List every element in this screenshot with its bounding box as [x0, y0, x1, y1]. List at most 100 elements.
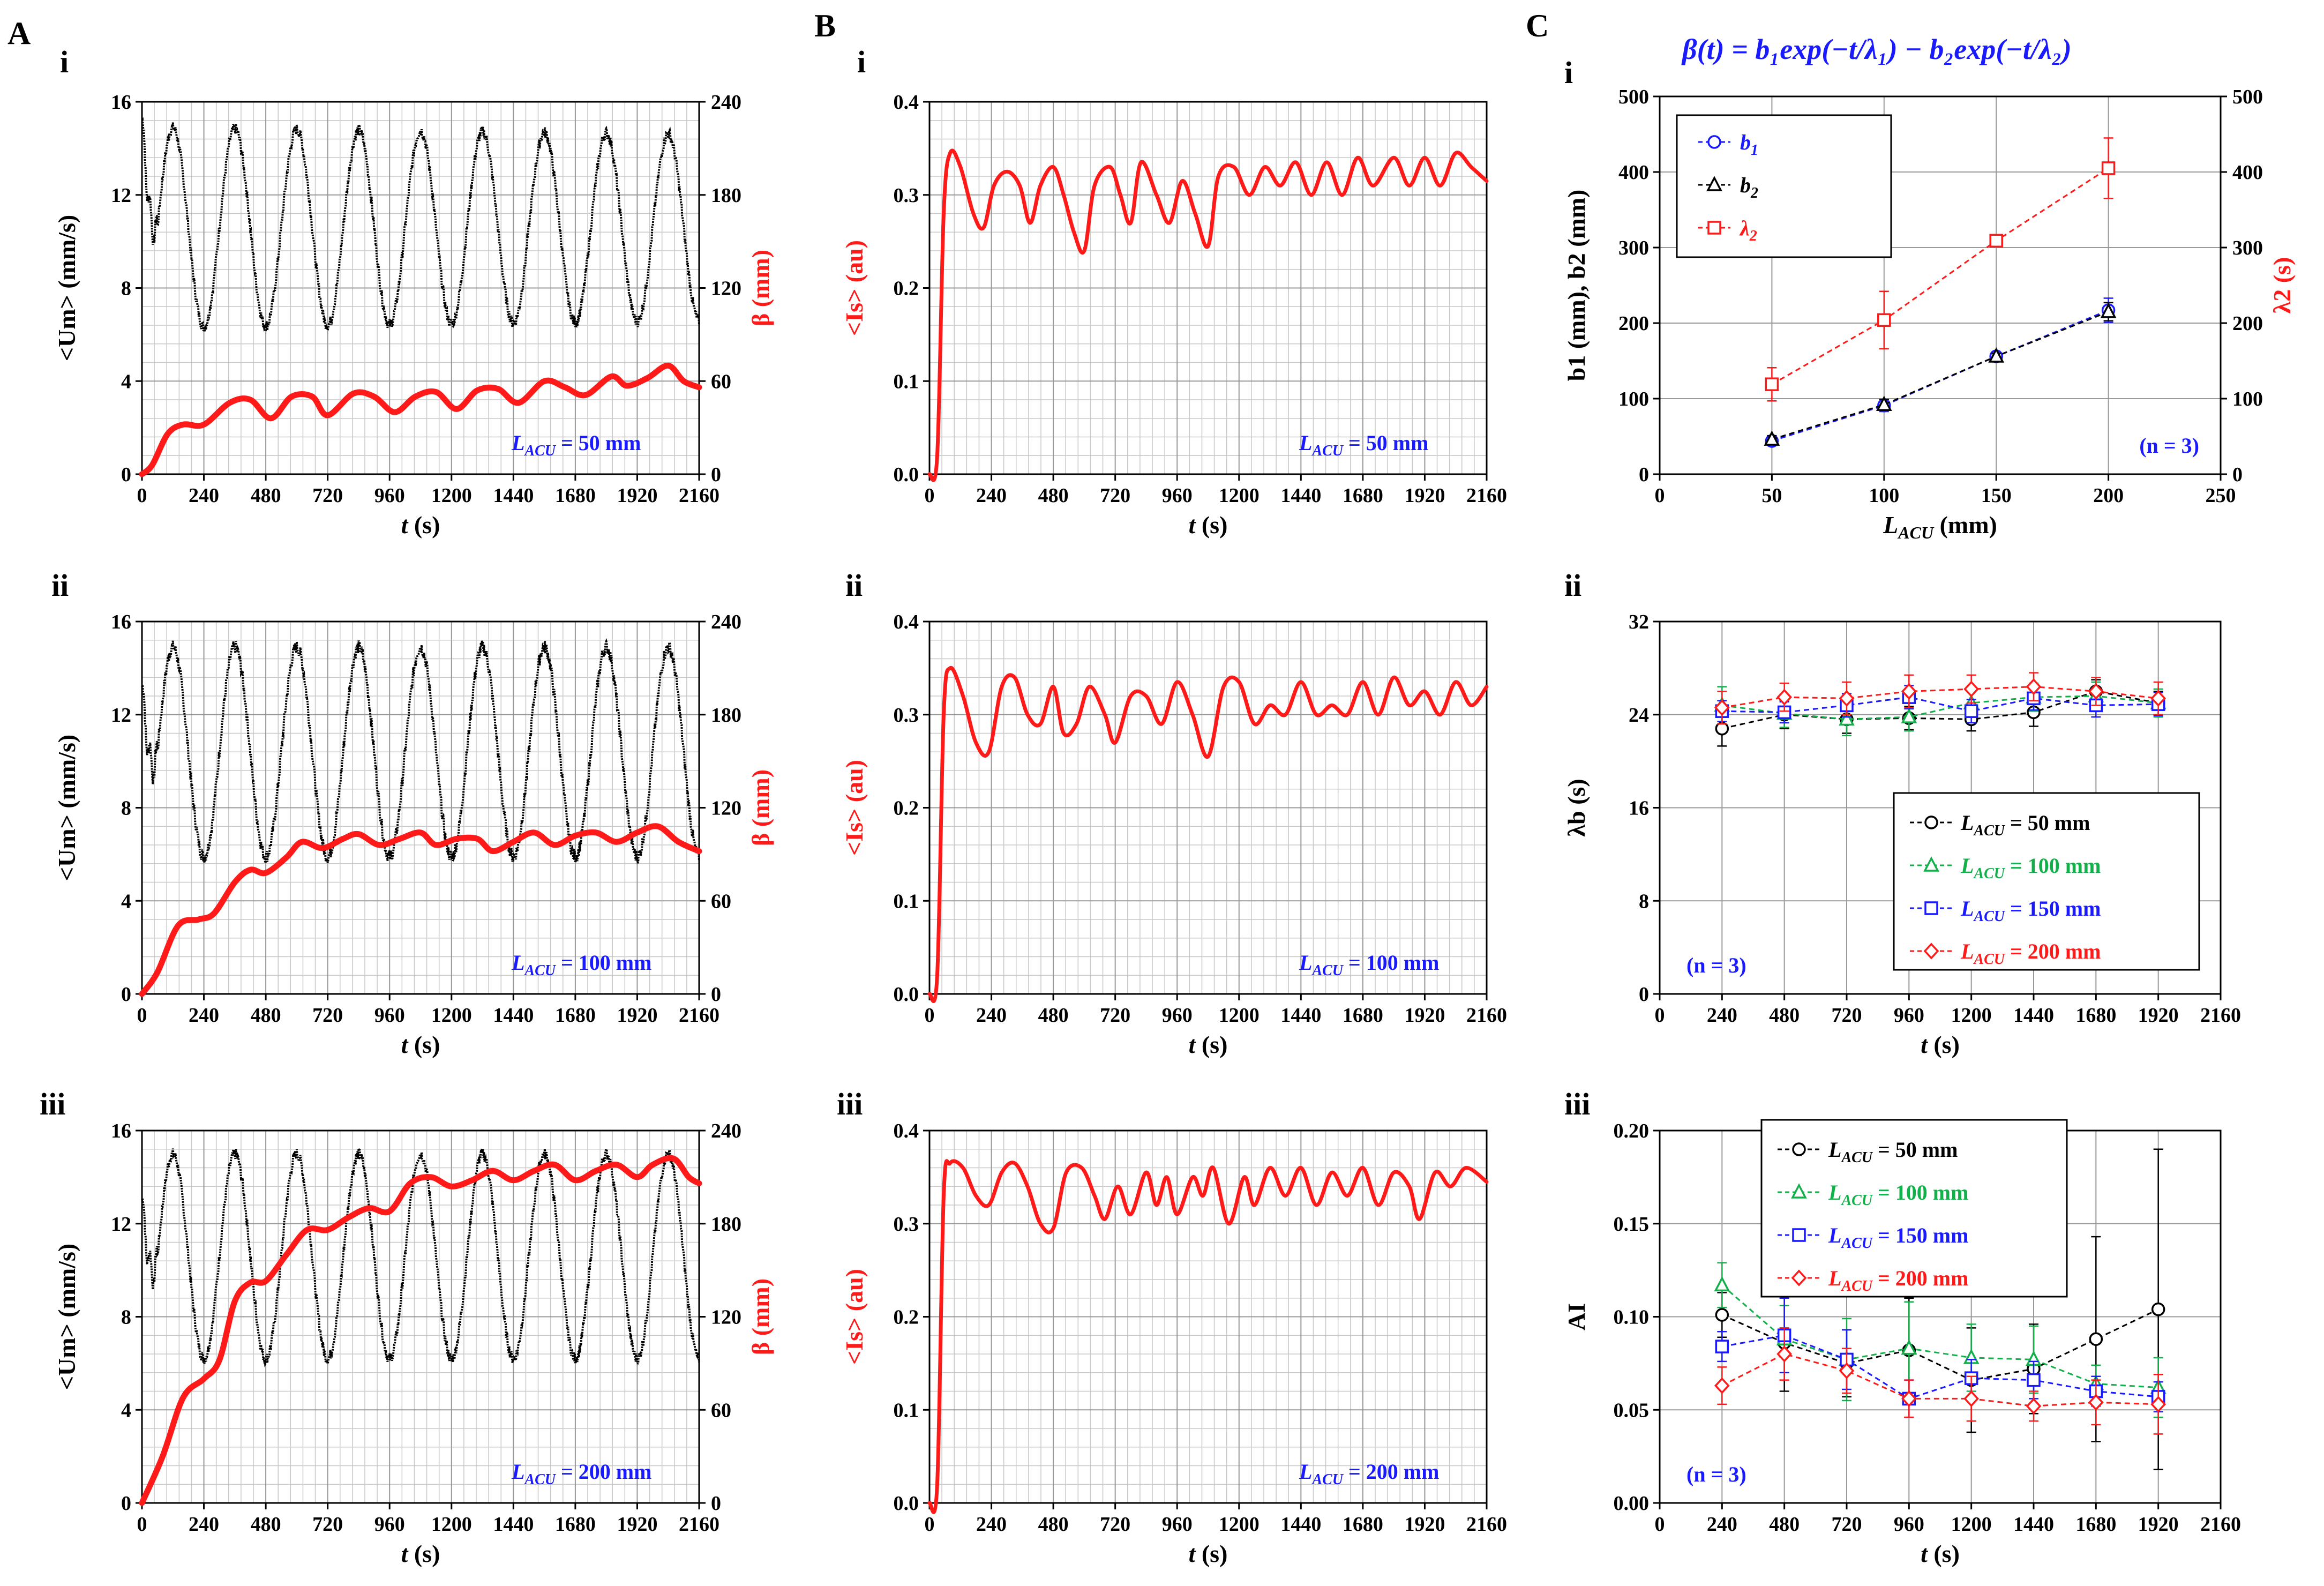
chart-A-ii: 0 240 480 720 960 1200 1440 1680 1920 21600481216…	[53, 611, 774, 1058]
y2-tick-label: 240	[711, 91, 741, 114]
x-tick-label: 960	[1162, 1513, 1193, 1536]
legend-marker	[1923, 856, 1939, 872]
x-tick-label: 1200	[431, 1513, 472, 1536]
panel-annotation: LACU = 200 mm	[511, 1460, 651, 1488]
x-tick-label: 1680	[1343, 484, 1383, 507]
data-point	[1714, 1377, 1730, 1394]
x-tick-label: 1200	[431, 1004, 472, 1027]
x-tick-label: 720	[1832, 1513, 1862, 1536]
sample-size-note: (n = 3)	[1686, 1462, 1746, 1486]
x-tick-label: 0	[137, 1513, 147, 1536]
y2-tick-label: 120	[711, 278, 741, 300]
x-tick-label: 480	[251, 1004, 281, 1027]
row-label-a-i: i	[60, 44, 69, 79]
legend-label: b1	[1740, 130, 1758, 159]
sample-size-note: (n = 3)	[2139, 433, 2199, 458]
x-tick-label: 1200	[1219, 1513, 1260, 1536]
x-tick-label: 960	[374, 484, 405, 507]
y-tick-label: 0.4	[894, 611, 919, 633]
data-point	[1715, 1340, 1729, 1353]
legend-marker	[1924, 901, 1938, 915]
x-tick-label: 2160	[2200, 1513, 2241, 1536]
panel-label-b: B	[814, 8, 836, 43]
x-tick-label: 200	[2093, 484, 2124, 507]
x-tick-label: 50	[1761, 484, 1782, 507]
data-point	[1839, 710, 1855, 726]
chart-C-i: 0 50 100 150 200 2500100200300400500010020030…	[1563, 86, 2296, 542]
y2-tick-label: 120	[711, 1306, 741, 1329]
y2-tick-label: 180	[711, 184, 741, 207]
y-tick-label: 300	[1618, 237, 1649, 259]
x-tick-label: 1200	[1951, 1004, 1992, 1027]
row-label-a-ii: ii	[51, 568, 69, 603]
legend-label: LACU = 100 mm	[1828, 1180, 1968, 1209]
x-tick-label: 1920	[617, 484, 657, 507]
series-connector	[1722, 695, 2158, 720]
data-point	[2088, 683, 2104, 700]
y2-tick-label: 300	[2232, 237, 2263, 259]
x-tick-label: 1440	[493, 484, 534, 507]
row-label-b-iii: iii	[837, 1087, 863, 1121]
series-connector	[1771, 167, 2109, 385]
x-tick-label: 240	[189, 1004, 219, 1027]
x-tick-label: 1200	[1951, 1513, 1992, 1536]
data-point	[1776, 1345, 1793, 1363]
legend-marker	[1924, 816, 1938, 829]
data-point	[1963, 680, 1980, 698]
x-tick-label: 0	[1655, 484, 1665, 507]
series-beta-line	[139, 823, 702, 997]
x-tick-label: 1440	[1280, 1004, 1321, 1027]
panel-annotation: LACU = 100 mm	[1299, 951, 1439, 979]
y-axis-label: λb (s)	[1563, 779, 1590, 836]
y2-tick-label: 100	[2232, 388, 2263, 410]
row-label-c-ii: ii	[1564, 568, 1581, 603]
y2-tick-label: 0	[711, 983, 721, 1006]
y2-tick-label: 240	[711, 1120, 741, 1142]
series-um-line	[141, 638, 700, 864]
legend-label: LACU = 50 mm	[1828, 1138, 1958, 1166]
legend-marker	[1792, 1228, 1806, 1242]
y-axis-label: b1 (mm), b2 (mm)	[1563, 190, 1590, 381]
data-point	[1764, 430, 1780, 446]
x-tick-label: 0	[925, 1513, 935, 1536]
x-axis-label: LACU (mm)	[1883, 511, 1997, 542]
y-axis-label: <Um> (mm/s)	[53, 215, 80, 361]
series-is-line	[927, 665, 1489, 1004]
x-tick-label: 480	[1769, 1004, 1800, 1027]
y-tick-label: 32	[1629, 611, 1649, 633]
y-tick-label: 0	[1639, 983, 1649, 1006]
y-axis-label: <Is> (au)	[841, 1269, 868, 1365]
x-tick-label: 0	[137, 484, 147, 507]
legend-label: LACU = 50 mm	[1960, 811, 2090, 839]
row-label-b-ii: ii	[845, 568, 863, 603]
y-tick-label: 0.2	[894, 1306, 919, 1329]
series-um-line	[141, 117, 700, 335]
chart-A-i: 0 240 480 720 960 1200 1440 1680 1920 21600481216…	[53, 91, 774, 538]
x-tick-label: 1200	[431, 484, 472, 507]
y-tick-label: 0.0	[894, 463, 919, 486]
y-tick-label: 8	[121, 1306, 131, 1329]
series-beta-line	[139, 362, 702, 477]
y-tick-label: 8	[121, 278, 131, 300]
x-tick-label: 1440	[2013, 1004, 2054, 1027]
y-tick-label: 0	[121, 463, 131, 486]
chart-A-iii: 0 240 480 720 960 1200 1440 1680 1920 21600481216…	[53, 1120, 774, 1567]
x-tick-label: 1920	[617, 1004, 657, 1027]
y-tick-label: 0.10	[1614, 1306, 1650, 1329]
y-tick-label: 0.1	[894, 1399, 919, 1422]
y-tick-label: 0.3	[894, 184, 919, 207]
series-connector	[1722, 686, 2158, 709]
series-is-line	[927, 1159, 1489, 1514]
x-tick-label: 240	[976, 1513, 1007, 1536]
x-tick-label: 480	[1038, 1004, 1069, 1027]
legend-marker	[1923, 942, 1939, 960]
y-tick-label: 12	[111, 1213, 131, 1236]
y-tick-label: 0.4	[894, 1120, 919, 1142]
data-point	[2150, 690, 2166, 707]
x-tick-label: 720	[312, 1004, 343, 1027]
data-point	[2027, 1373, 2041, 1387]
y-tick-label: 0.3	[894, 1213, 919, 1236]
x-tick-label: 1200	[1219, 1004, 1260, 1027]
y-tick-label: 8	[1639, 890, 1649, 912]
data-point	[1776, 689, 1793, 706]
